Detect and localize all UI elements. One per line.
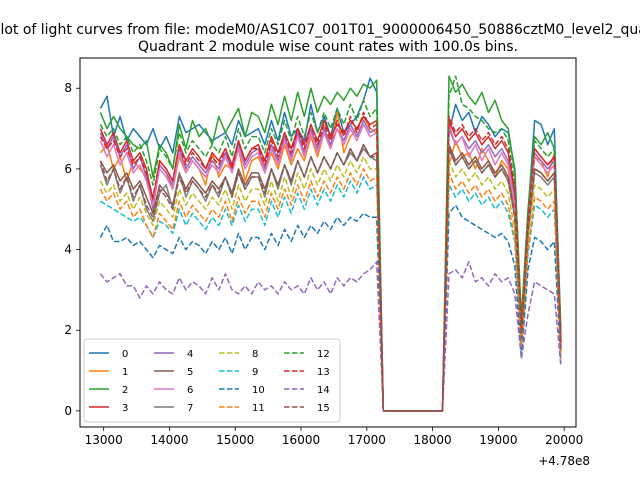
y-tick-label: 2 (64, 323, 72, 337)
y-tick-label: 4 (64, 243, 72, 257)
series-layer (99, 75, 562, 412)
legend-label-5: 5 (187, 367, 193, 378)
legend-label-6: 6 (187, 385, 193, 396)
series-9-line (100, 176, 562, 412)
x-offset-label: +4.78e8 (538, 454, 590, 468)
chart-title: Quadrant 2 module wise count rates with … (138, 39, 518, 55)
legend-label-12: 12 (317, 349, 330, 360)
series-11-line (99, 168, 562, 412)
series-10-line (99, 204, 562, 412)
y-axis: 0 2 4 6 8 (64, 81, 80, 418)
x-axis: 13000 14000 15000 16000 17000 18000 19000 20000 (85, 427, 583, 447)
series-14-line (99, 260, 562, 412)
series-6-line (99, 123, 562, 412)
legend-label-3: 3 (122, 403, 128, 414)
y-tick-label: 6 (64, 162, 72, 176)
x-tick-label: 18000 (414, 433, 452, 447)
series-2-line (99, 75, 562, 412)
y-tick-label: 0 (64, 404, 72, 418)
x-tick-label: 20000 (545, 433, 583, 447)
series-12-line (99, 75, 562, 412)
legend-label-2: 2 (122, 385, 128, 396)
x-tick-label: 19000 (479, 433, 517, 447)
x-tick-label: 13000 (85, 433, 123, 447)
legend-box (83, 338, 341, 423)
legend-label-13: 13 (317, 367, 330, 378)
series-13-line (99, 111, 562, 412)
series-15-line (99, 143, 562, 412)
legend-label-1: 1 (122, 367, 128, 378)
legend-label-11: 11 (252, 403, 265, 414)
legend-label-4: 4 (187, 349, 193, 360)
legend-label-14: 14 (317, 385, 330, 396)
x-tick-label: 17000 (348, 433, 386, 447)
series-8-line (99, 156, 562, 412)
plot-frame (79, 57, 577, 428)
x-tick-label: 14000 (150, 433, 188, 447)
legend-label-8: 8 (252, 349, 258, 360)
legend-label-0: 0 (122, 349, 128, 360)
x-tick-label: 16000 (282, 433, 320, 447)
legend-label-9: 9 (252, 367, 258, 378)
legend-label-10: 10 (252, 385, 265, 396)
legend-label-7: 7 (187, 403, 193, 414)
legend-label-15: 15 (317, 403, 330, 414)
x-tick-label: 15000 (216, 433, 254, 447)
y-tick-label: 8 (64, 81, 72, 95)
figure-suptitle: Plot of light curves from file: modeM0/A… (0, 22, 640, 38)
